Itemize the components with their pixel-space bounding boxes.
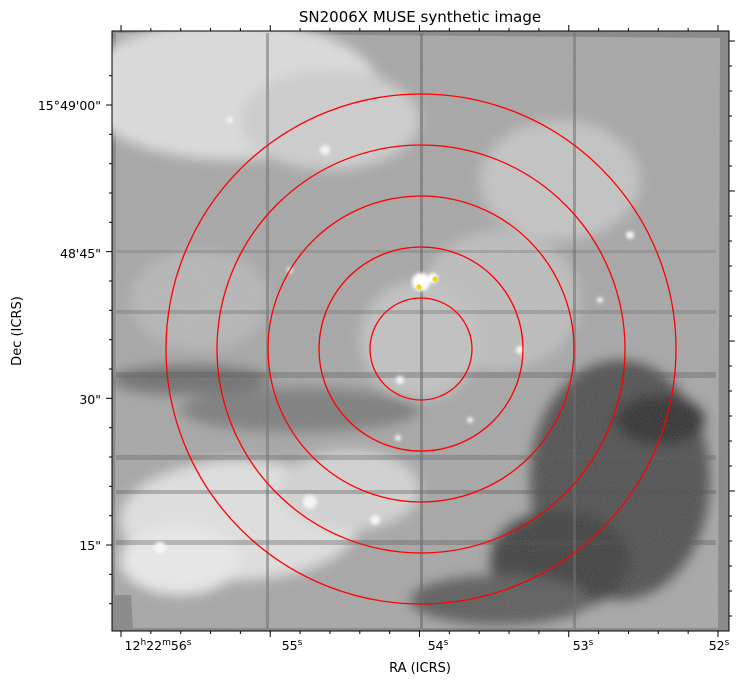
aperture-circle-5 xyxy=(165,93,677,605)
aperture-circle-3 xyxy=(267,195,575,503)
y-tick-label-30: 30" xyxy=(79,392,101,407)
axes-frame xyxy=(111,30,730,632)
y-tick-label-49-00: 15°49'00" xyxy=(38,98,101,113)
aperture-circle-2 xyxy=(318,246,524,452)
x-axis-label: RA (ICRS) xyxy=(389,661,451,676)
y-tick-label-48-45: 48'45" xyxy=(60,246,101,261)
x-tick-label-56s: 12h22m56s xyxy=(125,638,192,653)
y-tick-labels: 15°49'00" 48'45" 30" 15" xyxy=(38,98,101,553)
source-markers xyxy=(416,276,438,290)
aperture-circle-1 xyxy=(369,297,473,401)
x-tick-label-55s: 55s xyxy=(282,638,303,653)
aperture-circle-4 xyxy=(216,144,626,554)
x-tick-labels: 12h22m56s 55s 54s 53s 52s xyxy=(125,638,730,653)
x-tick-label-53s: 53s xyxy=(573,638,594,653)
aperture-circles xyxy=(165,93,677,605)
x-tick-label-54s: 54s xyxy=(428,638,449,653)
x-tick-label-52s: 52s xyxy=(709,638,730,653)
y-tick-label-15: 15" xyxy=(79,538,101,553)
source-marker-2 xyxy=(432,276,438,282)
map-image xyxy=(112,31,729,631)
map-title: SN2006X MUSE synthetic image xyxy=(299,8,541,26)
axis-ticks xyxy=(106,25,735,637)
source-marker-1 xyxy=(416,284,422,290)
y-axis-label: Dec (ICRS) xyxy=(10,296,25,366)
